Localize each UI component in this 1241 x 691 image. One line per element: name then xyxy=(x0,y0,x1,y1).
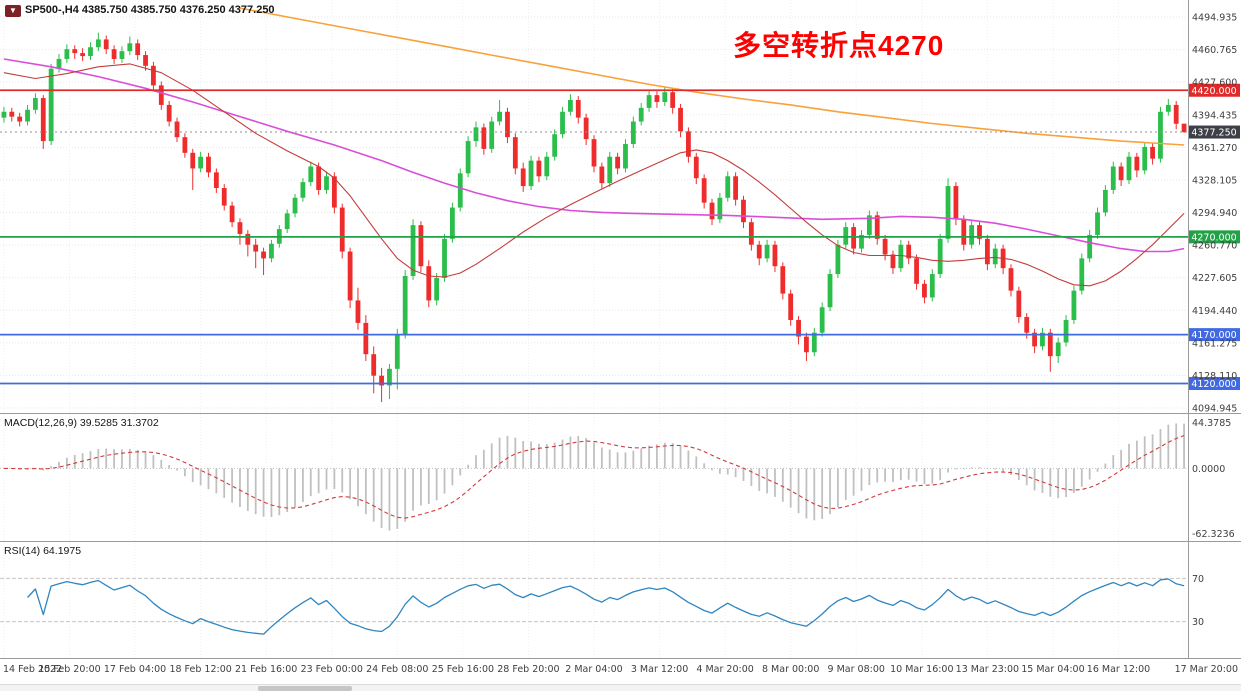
price-tick-label: 4128.110 xyxy=(1192,371,1237,382)
price-level-badge xyxy=(1189,328,1240,342)
main-chart-pane[interactable] xyxy=(0,0,1188,413)
horizontal-scrollbar-thumb[interactable] xyxy=(258,686,352,691)
price-tick-label: 4328.105 xyxy=(1192,175,1237,186)
price-tick-label: 4394.435 xyxy=(1192,110,1237,121)
price-tick-label: 4227.605 xyxy=(1192,273,1237,284)
price-level-badge xyxy=(1189,377,1240,391)
price-tick-label: 4361.270 xyxy=(1192,143,1237,154)
macd-axis-top-label: 44.3785 xyxy=(1192,418,1231,429)
price-level-badge-label: 4420.000 xyxy=(1191,86,1236,97)
dropdown-arrow-icon: ▼ xyxy=(9,6,17,15)
rsi-level-label: 30 xyxy=(1192,617,1204,628)
price-tick-label: 4194.440 xyxy=(1192,306,1237,317)
ma-slow-orange xyxy=(239,7,1185,146)
price-level-badge-label: 4270.000 xyxy=(1191,232,1236,243)
ma-medium-magenta xyxy=(3,58,1185,253)
symbol-dropdown-icon[interactable]: ▼ xyxy=(5,5,21,17)
time-tick-label: 15 Mar 04:00 xyxy=(1021,664,1084,675)
time-tick-label: 21 Feb 16:00 xyxy=(235,664,297,675)
time-tick-label: 10 Mar 16:00 xyxy=(890,664,953,675)
price-tick-label: 4094.945 xyxy=(1192,404,1237,415)
time-tick-label: 28 Feb 20:00 xyxy=(497,664,559,675)
time-tick-label: 3 Mar 12:00 xyxy=(631,664,688,675)
time-tick-label: 24 Feb 08:00 xyxy=(366,664,428,675)
rsi-level-label: 70 xyxy=(1192,574,1204,585)
time-tick-label: 9 Mar 08:00 xyxy=(828,664,885,675)
time-tick-label: 25 Feb 16:00 xyxy=(432,664,494,675)
price-tick-label: 4427.600 xyxy=(1192,78,1237,89)
chart-annotation-text: 多空转折点4270 xyxy=(733,30,945,61)
price-tick-label: 4494.935 xyxy=(1192,13,1237,24)
macd-axis-zero-label: 0.0000 xyxy=(1192,464,1225,475)
time-tick-label: 8 Mar 00:00 xyxy=(762,664,819,675)
price-level-badge xyxy=(1189,230,1240,244)
macd-indicator-label: MACD(12,26,9) 39.5285 31.3702 xyxy=(4,417,159,429)
macd-axis-bottom-label: -62.3236 xyxy=(1192,529,1235,540)
price-tick-label: 4161.275 xyxy=(1192,338,1237,349)
time-tick-label: 15 Feb 20:00 xyxy=(38,664,100,675)
price-tick-label: 4294.940 xyxy=(1192,208,1237,219)
price-level-badge xyxy=(1189,83,1240,97)
time-tick-label: 17 Mar 20:00 xyxy=(1175,664,1238,675)
horizontal-scrollbar[interactable] xyxy=(0,684,1241,691)
price-level-badge-label: 4120.000 xyxy=(1191,379,1236,390)
time-tick-label: 17 Feb 04:00 xyxy=(104,664,166,675)
time-tick-label: 13 Mar 23:00 xyxy=(956,664,1019,675)
price-tick-label: 4460.765 xyxy=(1192,45,1237,56)
time-tick-label: 18 Feb 12:00 xyxy=(169,664,231,675)
time-tick-label: 16 Mar 12:00 xyxy=(1087,664,1150,675)
time-tick-label: 2 Mar 04:00 xyxy=(565,664,622,675)
candlestick-series xyxy=(1,32,1187,403)
price-level-badge-label: 4170.000 xyxy=(1191,330,1236,341)
current-price-badge-label: 4377.250 xyxy=(1191,128,1236,139)
rsi-indicator-label: RSI(14) 64.1975 xyxy=(4,545,82,557)
current-price-badge xyxy=(1189,125,1240,139)
time-tick-label: 23 Feb 00:00 xyxy=(301,664,363,675)
time-tick-label: 14 Feb 2022 xyxy=(3,664,62,675)
symbol-ohlc-info: SP500-,H4 4385.750 4385.750 4376.250 437… xyxy=(25,4,275,16)
macd-signal-line xyxy=(3,434,1185,519)
ma-fast-red xyxy=(3,63,1185,287)
rsi-line xyxy=(27,578,1185,635)
price-tick-label: 4260.770 xyxy=(1192,241,1237,252)
time-tick-label: 4 Mar 20:00 xyxy=(696,664,753,675)
